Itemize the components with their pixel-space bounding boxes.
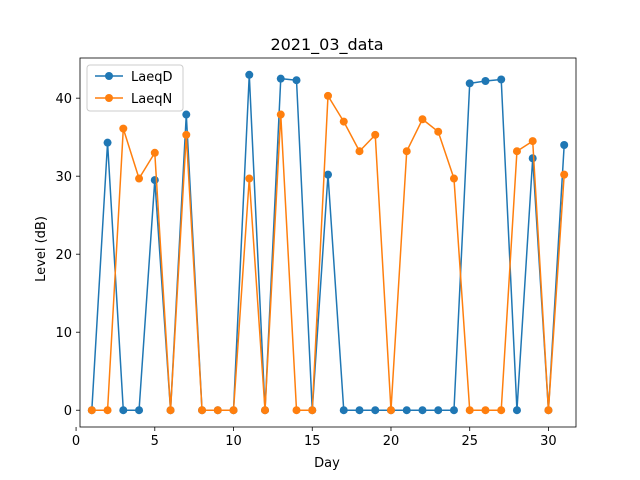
legend: LaeqD LaeqN xyxy=(86,64,184,112)
x-tick-label: 0 xyxy=(72,434,80,449)
data-point-laeqn xyxy=(528,137,537,146)
data-point-laeqd xyxy=(324,170,332,179)
data-point-laeqd xyxy=(497,75,506,84)
data-point-laeqn xyxy=(229,406,238,415)
data-point-laeqn xyxy=(339,117,348,126)
data-point-laeqd xyxy=(560,140,569,149)
x-tick-label: 15 xyxy=(304,434,321,449)
data-point-laeqn xyxy=(308,406,317,415)
data-point-laeqd xyxy=(371,406,380,415)
data-point-laeqn xyxy=(261,406,270,415)
axes-frame xyxy=(79,57,577,428)
data-point-laeqd xyxy=(418,406,427,415)
data-point-laeqd xyxy=(449,406,458,415)
y-axis-label: Level (dB) xyxy=(34,216,49,282)
x-tick-label: 20 xyxy=(383,434,400,449)
data-point-laeqn xyxy=(135,174,144,183)
data-point-laeqn xyxy=(182,130,191,139)
x-tick-label: 5 xyxy=(151,434,159,449)
data-point-laeqn xyxy=(87,406,96,415)
data-point-laeqd xyxy=(119,406,128,415)
chart-title: 2021_03_data xyxy=(270,35,383,55)
plot-area: 0 5 10 15 20 25 30 0 10 20 30 40 xyxy=(55,57,577,449)
x-tick-label: 30 xyxy=(540,434,557,449)
x-tick-label: 10 xyxy=(225,434,242,449)
y-tick-label: 30 xyxy=(55,170,72,185)
data-point-laeqd xyxy=(512,406,521,415)
data-point-laeqd xyxy=(276,74,285,83)
legend-marker-laeqd xyxy=(105,72,113,80)
data-point-laeqd xyxy=(103,138,112,147)
data-point-laeqn xyxy=(198,406,207,415)
legend-marker-laeqn xyxy=(105,94,113,102)
data-point-laeqn xyxy=(150,148,159,157)
data-point-laeqn xyxy=(166,406,175,415)
data-point-laeqn xyxy=(276,110,285,119)
x-axis-label: Day xyxy=(314,456,340,471)
data-point-laeqn xyxy=(292,406,301,415)
data-point-laeqn xyxy=(119,124,128,133)
data-point-laeqd xyxy=(402,406,411,415)
data-point-laeqn xyxy=(449,174,458,183)
data-point-laeqn xyxy=(481,406,490,415)
data-point-laeqn xyxy=(418,115,427,124)
data-point-laeqd xyxy=(528,154,537,163)
data-point-laeqn xyxy=(324,91,332,100)
data-point-laeqn xyxy=(544,406,553,415)
data-point-laeqn xyxy=(560,170,569,179)
data-point-laeqn xyxy=(103,406,112,415)
data-point-laeqn xyxy=(355,147,364,156)
data-point-laeqd xyxy=(465,79,474,88)
data-point-laeqd xyxy=(434,406,443,415)
data-point-laeqd xyxy=(355,406,364,415)
x-tick-label: 25 xyxy=(461,434,478,449)
data-point-laeqn xyxy=(434,127,443,136)
data-point-laeqn xyxy=(465,406,474,415)
legend-label-laeqd: LaeqD xyxy=(131,70,172,85)
y-tick-label: 10 xyxy=(55,326,72,341)
y-tick-label: 20 xyxy=(55,248,72,263)
data-point-laeqd xyxy=(182,110,191,119)
y-tick-label: 0 xyxy=(64,404,72,419)
y-tick-label: 40 xyxy=(55,92,72,107)
data-point-laeqd xyxy=(481,77,490,86)
data-point-laeqn xyxy=(402,147,411,156)
data-point-laeqn xyxy=(512,147,521,156)
data-point-laeqn xyxy=(371,130,380,139)
data-point-laeqn xyxy=(497,406,506,415)
data-point-laeqd xyxy=(339,406,348,415)
legend-label-laeqn: LaeqN xyxy=(131,92,172,107)
data-point-laeqd xyxy=(150,176,159,185)
data-point-laeqn xyxy=(213,406,222,415)
data-point-laeqn xyxy=(386,406,395,415)
data-point-laeqn xyxy=(245,174,254,183)
data-point-laeqd xyxy=(292,76,301,85)
data-point-laeqd xyxy=(135,406,144,415)
data-point-laeqd xyxy=(245,70,254,79)
